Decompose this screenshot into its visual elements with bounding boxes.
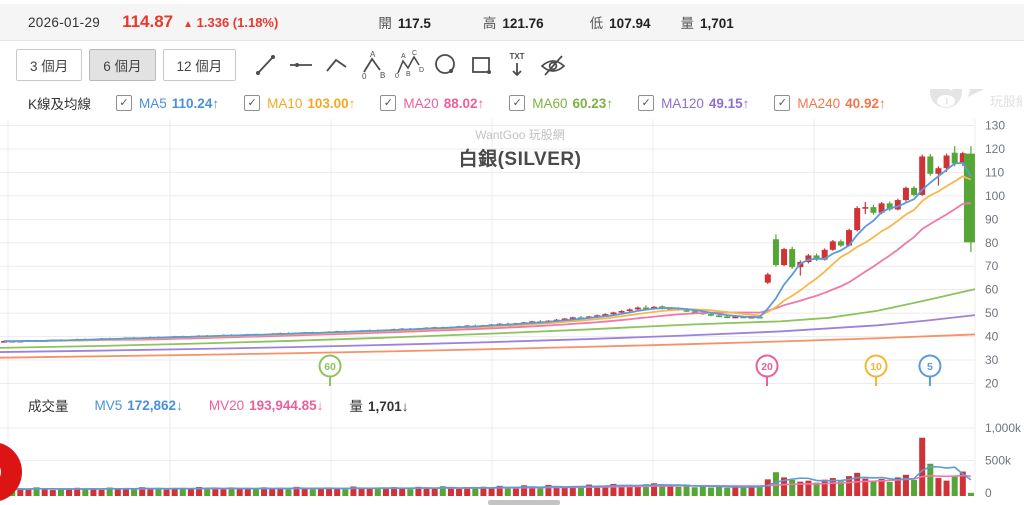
ma240-label: MA240 xyxy=(797,95,841,111)
svg-text:500k: 500k xyxy=(985,454,1012,468)
scrollbar-thumb[interactable] xyxy=(488,500,560,505)
svg-text:50: 50 xyxy=(985,306,999,320)
svg-text:0: 0 xyxy=(985,486,992,500)
svg-text:110: 110 xyxy=(985,165,1004,179)
svg-text:40: 40 xyxy=(985,330,999,344)
svg-text:60: 60 xyxy=(324,361,336,373)
ma20-label: MA20 xyxy=(403,95,439,111)
ma60-legend-item: ✓ MA60 60.23↑ xyxy=(509,95,613,111)
period-button-3m[interactable]: 3 個月 xyxy=(16,49,83,81)
ma120-checkbox[interactable]: ✓ xyxy=(638,95,655,111)
svg-text:120: 120 xyxy=(985,142,1005,156)
svg-text:D: D xyxy=(419,67,424,74)
hide-drawings-tool-icon[interactable] xyxy=(536,47,572,83)
mv5-legend-item: MV5 172,862↓ xyxy=(94,397,183,413)
quote-bar: 2026-01-29 114.87 ▲ 1.336 (1.18%) 開 117.5… xyxy=(0,4,1024,41)
ma20-legend-item: ✓ MA20 88.02↑ xyxy=(380,95,484,111)
ma20-checkbox[interactable]: ✓ xyxy=(380,95,397,111)
wave-0ab-tool-icon[interactable]: 0 A B xyxy=(356,47,392,83)
ma240-legend-item: ✓ MA240 40.92↑ xyxy=(774,95,886,111)
period-button-6m[interactable]: 6 個月 xyxy=(89,49,156,81)
chart-title: 白銀(SILVER) xyxy=(458,149,582,170)
svg-text:B: B xyxy=(406,71,411,78)
ma5-legend-item: ✓ MA5 110.24↑ xyxy=(116,95,219,111)
svg-text:5: 5 xyxy=(927,361,933,373)
svg-text:A: A xyxy=(401,53,406,60)
red-circle-annotation xyxy=(0,442,22,502)
ma10-value: 103.00↑ xyxy=(307,95,356,111)
svg-text:30: 30 xyxy=(985,353,999,367)
ma120-value: 49.15↑ xyxy=(708,95,750,111)
svg-text:130: 130 xyxy=(985,119,1005,133)
ma20-value: 88.02↑ xyxy=(443,95,485,111)
svg-text:20: 20 xyxy=(761,361,773,373)
ma5-checkbox[interactable]: ✓ xyxy=(116,95,133,111)
change-value: 1.336 (1.18%) xyxy=(196,14,279,30)
ma60-checkbox[interactable]: ✓ xyxy=(509,95,526,111)
toolbar: 3 個月 6 個月 12 個月 0 A B xyxy=(0,41,1024,89)
svg-text:A: A xyxy=(370,50,376,59)
svg-text:100: 100 xyxy=(985,189,1005,203)
volume-legend-title: 成交量 xyxy=(28,399,69,414)
ma60-label: MA60 xyxy=(532,95,568,111)
kline-legend-row: K線及均線 ✓ MA5 110.24↑ ✓ MA10 103.00↑ ✓ MA2… xyxy=(0,92,1024,114)
up-triangle-icon: ▲ xyxy=(183,18,194,30)
text-tool-icon[interactable]: TXT xyxy=(500,47,536,83)
svg-text:1,000k: 1,000k xyxy=(985,421,1022,435)
svg-text:B: B xyxy=(380,71,385,80)
ma240-checkbox[interactable]: ✓ xyxy=(774,95,791,111)
svg-text:TXT: TXT xyxy=(510,52,525,61)
ma240-value: 40.92↑ xyxy=(845,95,886,111)
wave-0abcd-tool-icon[interactable]: 0 A B C D xyxy=(392,47,428,83)
quote-date: 2026-01-29 xyxy=(28,14,101,30)
mv20-legend-item: MV20 193,944.85↓ xyxy=(208,397,324,413)
kline-legend-title: K線及均線 xyxy=(28,97,92,112)
open-quote: 開 117.5 xyxy=(378,16,431,31)
period-button-12m[interactable]: 12 個月 xyxy=(162,49,237,81)
rectangle-tool-icon[interactable] xyxy=(464,47,500,83)
svg-text:C: C xyxy=(412,50,417,57)
ma120-label: MA120 xyxy=(661,95,704,111)
volume-legend-row: 成交量 MV5 172,862↓ MV20 193,944.85↓ 量 1,701↓ xyxy=(0,394,1024,416)
ma60-value: 60.23↑ xyxy=(572,95,614,111)
angle-line-tool-icon[interactable] xyxy=(320,47,356,83)
ma10-label: MA10 xyxy=(267,95,303,111)
watermark-text: WantGoo 玩股網 xyxy=(475,128,565,142)
svg-text:70: 70 xyxy=(985,259,999,273)
svg-text:10: 10 xyxy=(870,361,882,373)
ma10-checkbox[interactable]: ✓ xyxy=(244,95,261,111)
drawing-tools: 0 A B 0 A B C D xyxy=(248,47,572,83)
svg-text:玩股網: 玩股網 xyxy=(990,94,1022,109)
ma120-legend-item: ✓ MA120 49.15↑ xyxy=(638,95,749,111)
current-volume-item: 量 1,701↓ xyxy=(349,399,409,414)
svg-text:90: 90 xyxy=(985,212,999,226)
volume-quote: 量 1,701 xyxy=(680,16,734,31)
price-change: ▲ 1.336 (1.18%) xyxy=(183,15,278,30)
svg-text:20: 20 xyxy=(985,377,999,391)
ma5-label: MA5 xyxy=(139,95,167,111)
svg-text:0: 0 xyxy=(362,72,367,80)
chart-title-block: WantGoo 玩股網 白銀(SILVER) xyxy=(390,126,650,171)
trendline-tool-icon[interactable] xyxy=(248,47,284,83)
svg-text:80: 80 xyxy=(985,236,999,250)
high-quote: 高 121.76 xyxy=(482,16,544,31)
ellipse-tool-icon[interactable] xyxy=(428,47,464,83)
svg-text:0: 0 xyxy=(395,73,399,80)
red-circle-hole xyxy=(0,461,1,483)
last-price: 114.87 xyxy=(122,12,174,31)
low-quote: 低 107.94 xyxy=(589,16,651,31)
ma10-legend-item: ✓ MA10 103.00↑ xyxy=(244,95,355,111)
svg-text:60: 60 xyxy=(985,283,999,297)
horizontal-line-tool-icon[interactable] xyxy=(284,47,320,83)
ma5-value: 110.24↑ xyxy=(171,95,220,111)
